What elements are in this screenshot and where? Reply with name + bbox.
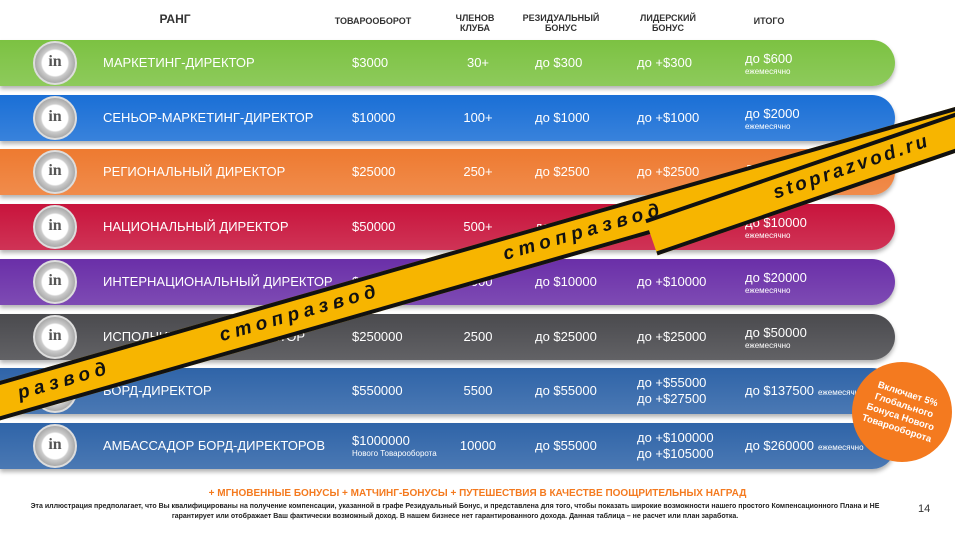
residual: до $55000 [535, 437, 597, 453]
header-members: ЧЛЕНОВ КЛУБА [435, 13, 515, 33]
header-line: РЕЗИДУАЛЬНЫЙ [522, 13, 600, 23]
badge-text: Включает 5% Глобального Бонуса Нового То… [860, 379, 940, 446]
turnover: $3000 [352, 55, 389, 70]
header-leader: ЛИДЕРСКИЙ БОНУС [618, 13, 718, 33]
total: до $600 [745, 51, 793, 66]
residual: до $1000 [535, 109, 590, 125]
turnover-cell: $250000 [352, 329, 403, 345]
rank-logo: in [33, 150, 77, 195]
header-residual: РЕЗИДУАЛЬНЫЙ БОНУС [506, 13, 616, 33]
leader-cell: до +$100000 до +$105000 [637, 430, 714, 462]
turnover-cell: $550000 [352, 383, 403, 399]
row-bar [0, 94, 895, 141]
total-cell: до $600 ежемесячно [745, 51, 792, 76]
header-line: БОНУС [544, 23, 578, 33]
residual: до $300 [535, 55, 583, 70]
leader: до +$1000 [637, 109, 700, 125]
header-rank: РАНГ [159, 12, 191, 26]
rank: НАЦИОНАЛЬНЫЙ ДИРЕКТОР [103, 219, 289, 235]
header-total: ИТОГО [753, 16, 785, 26]
rank: СЕНЬОР-МАРКЕТИНГ-ДИРЕКТОР [103, 109, 314, 125]
rank-logo: in [33, 259, 77, 304]
members: 5500 [463, 383, 493, 399]
residual: до $10000 [535, 273, 597, 289]
members: 100+ [463, 109, 493, 125]
row-bar [0, 40, 895, 86]
members: 10000 [459, 437, 497, 453]
leader-cell: до +$25000 [637, 329, 706, 345]
leader: до +$55000 [637, 375, 707, 391]
turnover-cell: $10000 [352, 110, 395, 126]
leader-cell: до +$2500 [637, 164, 699, 180]
members: 30+ [466, 55, 490, 70]
turnover: $250000 [352, 328, 403, 344]
members: 500+ [463, 219, 493, 235]
turnover: $10000 [352, 109, 396, 125]
rank-logo: in [33, 423, 77, 468]
total-cell: до $50000 ежемесячно [745, 325, 807, 350]
total-cell: до $20000 ежемесячно [745, 270, 807, 295]
rank: БОРД-ДИРЕКТОР [103, 383, 212, 399]
turnover: $50000 [352, 219, 396, 235]
leader-cell: до +$300 [637, 55, 692, 71]
turnover-cell: $50000 [352, 219, 395, 235]
leader-cell: до +$10000 [637, 274, 706, 290]
leader: до +$2500 [637, 164, 700, 180]
turnover: $550000 [352, 383, 403, 399]
leader: до +$105000 [637, 445, 714, 461]
leader: до +$25000 [637, 328, 707, 344]
rank: ИНТЕРНАЦИОНАЛЬНЫЙ ДИРЕКТОР [103, 273, 333, 289]
residual: до $2500 [535, 164, 590, 180]
header-line: ЛИДЕРСКИЙ [640, 13, 696, 23]
leader: до +$27500 [637, 391, 707, 407]
total: до $2000 [745, 105, 800, 121]
rank-logo: in [33, 205, 77, 250]
header-line: БОНУС [651, 23, 685, 33]
leader: до +$300 [637, 55, 692, 70]
total: до $137500 [745, 383, 815, 399]
page-number: 14 [918, 503, 931, 515]
header-turnover: ТОВАРООБОРОТ [334, 16, 412, 26]
footer-bonuses: + МГНОВЕННЫЕ БОНУСЫ + МАТЧИНГ-БОНУСЫ + П… [208, 488, 747, 499]
total-note: ежемесячно [745, 231, 791, 241]
total-note: ежемесячно [745, 121, 791, 131]
rank-logo: in [33, 314, 77, 359]
total: до $20000 [745, 269, 807, 285]
leader-cell: до +$1000 [637, 110, 699, 126]
total-note: ежемесячно [745, 340, 791, 350]
header-line: ЧЛЕНОВ [455, 13, 495, 23]
rank: АМБАССАДОР БОРД-ДИРЕКТОРОВ [103, 437, 326, 453]
rank: МАРКЕТИНГ-ДИРЕКТОР [103, 55, 255, 70]
rank-logo: in [33, 95, 77, 140]
turnover-cell: $1000000 Нового Товарооборота [352, 433, 437, 458]
turnover-note: Нового Товарооборота [352, 448, 437, 458]
members: 2500 [463, 328, 493, 344]
total: до $260000 [745, 437, 815, 453]
residual: до $25000 [535, 328, 597, 344]
badge: Включает 5% Глобального Бонуса Нового То… [852, 362, 952, 462]
header-line: КЛУБА [459, 23, 491, 33]
rank: РЕГИОНАЛЬНЫЙ ДИРЕКТОР [103, 164, 286, 180]
total-note: ежемесячно [745, 67, 791, 76]
turnover: $25000 [352, 164, 396, 180]
turnover: $1000000 [352, 432, 410, 448]
total-cell: до $2000 ежемесячно [745, 106, 800, 131]
leader: до +$10000 [637, 273, 707, 289]
turnover-cell: $3000 [352, 55, 388, 71]
total: до $50000 [745, 324, 807, 340]
turnover-cell: $25000 [352, 164, 395, 180]
members: 250+ [463, 164, 493, 180]
total-note: ежемесячно [818, 442, 864, 452]
total-note: ежемесячно [745, 285, 791, 295]
footer-disclaimer: Эта иллюстрация предполагает, что Вы ква… [30, 503, 880, 520]
residual: до $55000 [535, 383, 597, 399]
leader-cell: до +$55000 до +$27500 [637, 375, 706, 407]
leader: до +$100000 [637, 429, 714, 445]
row-bar [0, 422, 895, 469]
total-note: ежемесячно [818, 388, 864, 398]
total-cell: до $137500 ежемесячно [745, 383, 864, 399]
rank-logo: in [33, 41, 77, 85]
total-cell: до $260000 ежемесячно [745, 438, 864, 454]
